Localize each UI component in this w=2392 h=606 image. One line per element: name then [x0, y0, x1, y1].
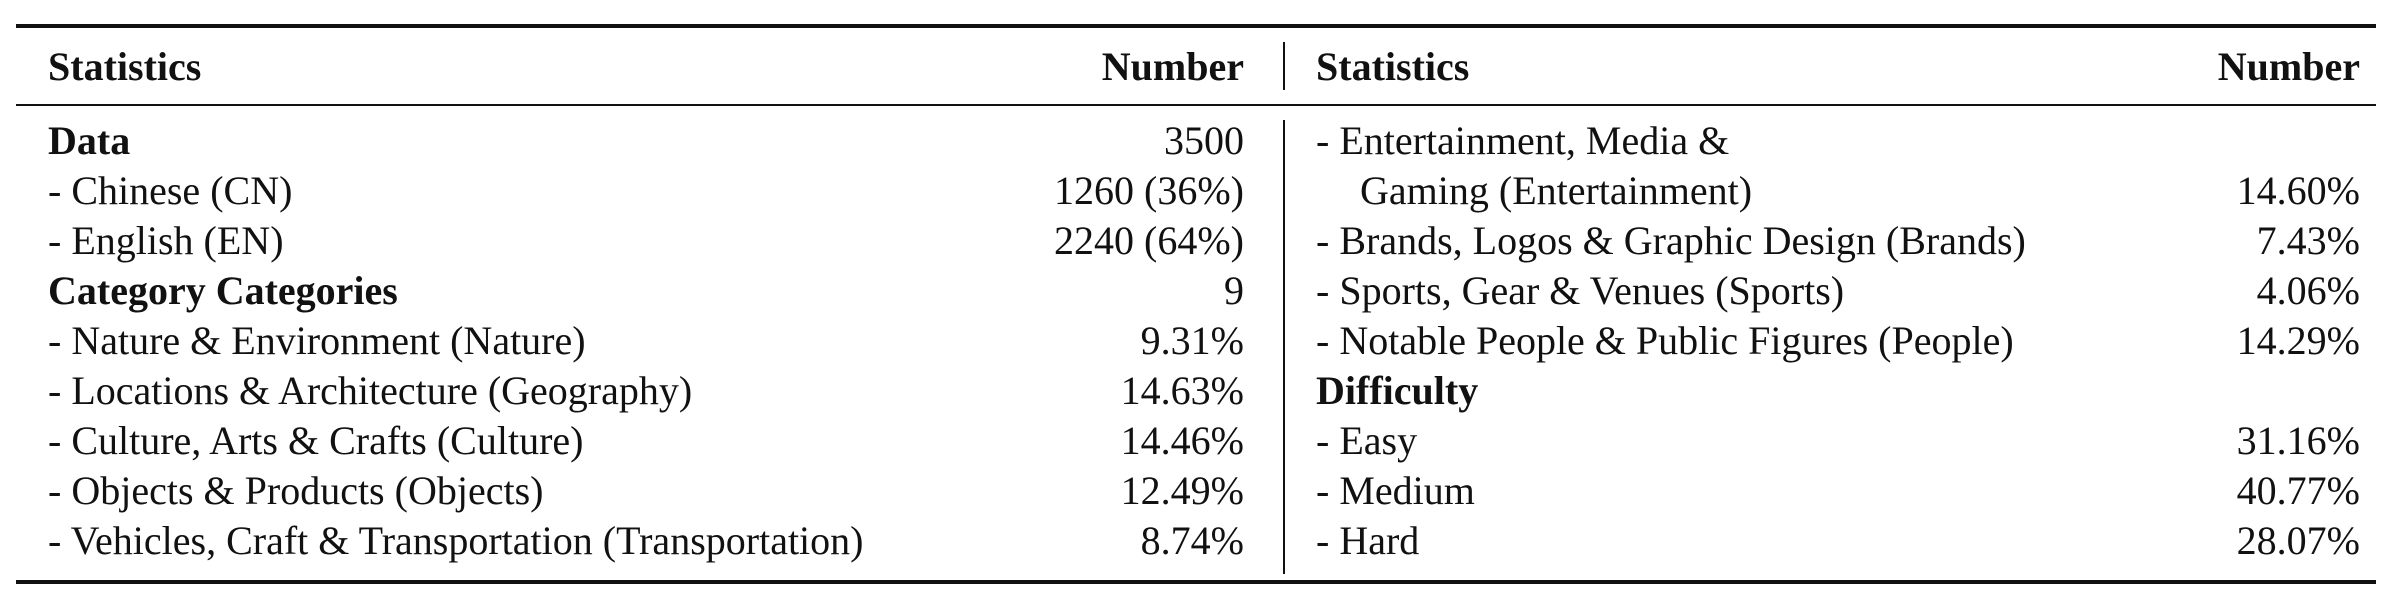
header-rule — [16, 104, 2376, 106]
left-row-label: - Objects & Products (Objects) — [48, 468, 544, 513]
left-row-value: 2240 (64%) — [1054, 218, 1244, 263]
left-row-label: Category Categories — [48, 268, 398, 313]
body-column-divider — [1283, 120, 1285, 574]
right-row-value: 28.07% — [2236, 518, 2360, 563]
right-row-value: 14.29% — [2236, 318, 2360, 363]
left-row-label: - Locations & Architecture (Geography) — [48, 368, 693, 413]
top-rule — [16, 24, 2376, 28]
header-left-statistics: Statistics — [48, 44, 202, 89]
header-right-statistics: Statistics — [1316, 44, 1470, 89]
left-row-value: 12.49% — [1120, 468, 1244, 513]
left-row-value: 14.46% — [1120, 418, 1244, 463]
left-row-value: 9 — [1224, 268, 1244, 313]
left-row-label: - Nature & Environment (Nature) — [48, 318, 586, 363]
left-row-label: - Culture, Arts & Crafts (Culture) — [48, 418, 584, 463]
right-row-value: 4.06% — [2256, 268, 2360, 313]
right-row-label: - Notable People & Public Figures (Peopl… — [1316, 318, 2014, 363]
right-row-label: - Hard — [1316, 518, 1420, 563]
statistics-table: Statistics Number Statistics Number Data… — [16, 24, 2376, 586]
right-row-label: Gaming (Entertainment) — [1360, 168, 1753, 213]
header-right-number: Number — [2217, 44, 2360, 89]
left-row-value: 1260 (36%) — [1054, 168, 1244, 213]
left-row-label: - English (EN) — [48, 218, 284, 263]
left-row-value: 8.74% — [1140, 518, 1244, 563]
right-row-label: - Easy — [1316, 418, 1418, 463]
header-left-number: Number — [1101, 44, 1244, 89]
bottom-rule — [16, 580, 2376, 584]
left-row-value: 14.63% — [1120, 368, 1244, 413]
header-column-divider — [1283, 42, 1285, 90]
right-row-label: - Brands, Logos & Graphic Design (Brands… — [1316, 218, 2026, 263]
right-row-label: - Sports, Gear & Venues (Sports) — [1316, 268, 1845, 313]
right-row-value: 31.16% — [2236, 418, 2360, 463]
right-row-value: 14.60% — [2236, 168, 2360, 213]
left-row-label: - Vehicles, Craft & Transportation (Tran… — [48, 518, 864, 563]
right-row-label: - Entertainment, Media & — [1316, 118, 1730, 163]
left-row-value: 3500 — [1164, 118, 1244, 163]
right-row-value: 7.43% — [2256, 218, 2360, 263]
left-row-label: Data — [48, 118, 131, 163]
left-row-label: - Chinese (CN) — [48, 168, 293, 213]
right-row-value: 40.77% — [2236, 468, 2360, 513]
left-row-value: 9.31% — [1140, 318, 1244, 363]
right-row-label: - Medium — [1316, 468, 1475, 513]
right-row-label: Difficulty — [1316, 368, 1479, 413]
